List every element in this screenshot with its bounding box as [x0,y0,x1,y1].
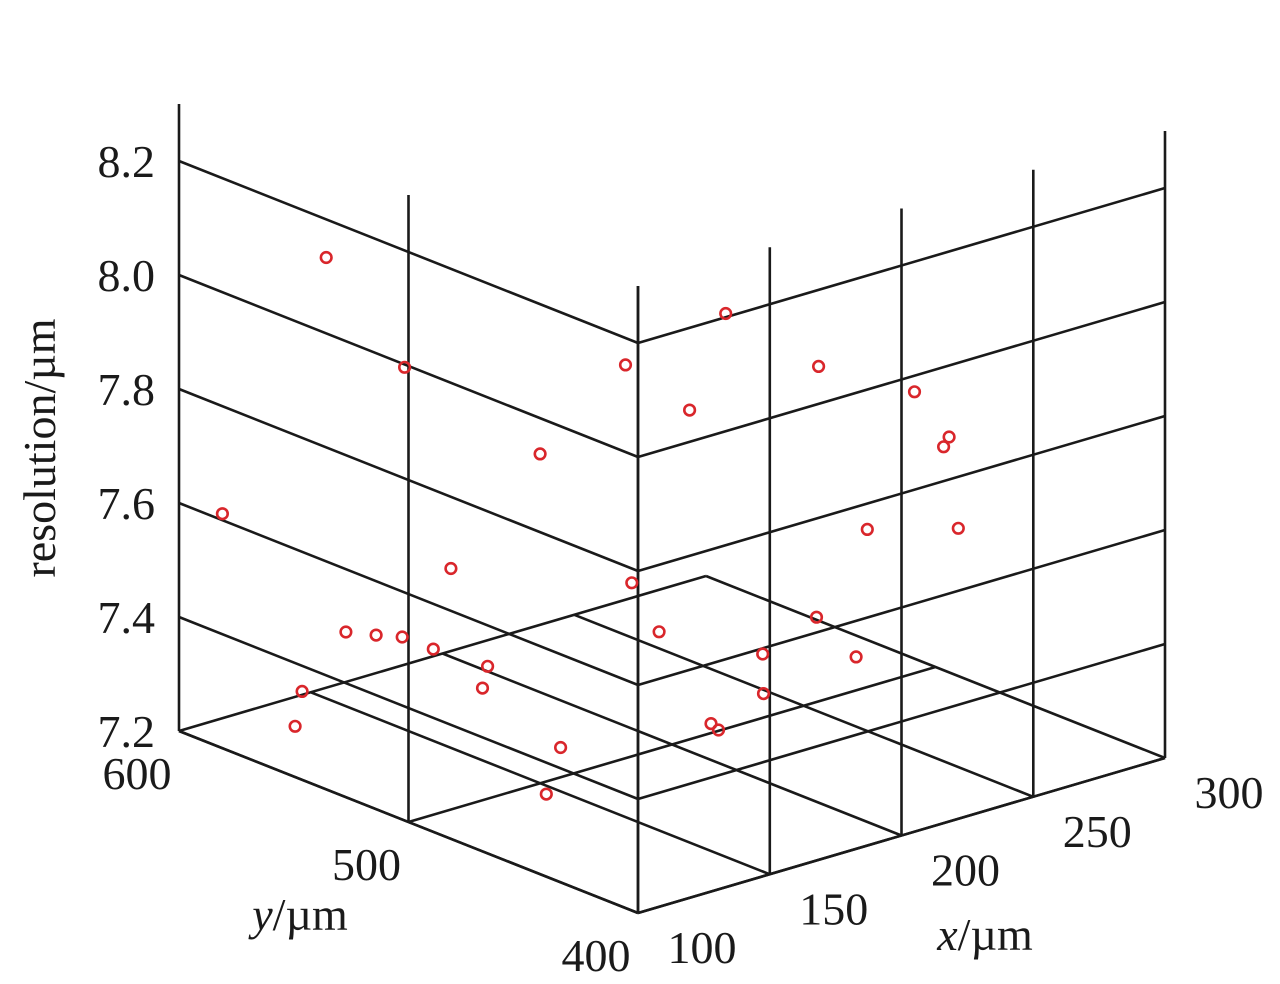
x-tick-label: 150 [799,883,868,934]
x-axis-variable: x [936,909,958,960]
data-point [652,625,666,639]
y-tick-label: 600 [103,748,172,799]
floor-grid-line-y [178,574,707,733]
grid-lines [177,104,1167,915]
data-point [319,250,333,265]
left-wall-horizontal-line [178,159,639,345]
data-point [539,787,553,801]
x-tick-label: 200 [931,845,1000,896]
tick-labels: 7.2 7.4 7.6 7.8 8.0 8.2 400 500 600 100 150 200 250 3… [98,136,1264,981]
left-wall-horizontal-line [178,501,639,687]
y-axis-unit: /µm [273,889,348,940]
data-point [618,358,633,372]
z-tick-label: 8.0 [98,250,156,301]
data-point [756,647,770,661]
data-point [682,403,697,417]
data-point [625,576,639,590]
data-point [295,684,309,699]
data-point [398,360,412,374]
data-point [704,716,718,731]
z-tick-label: 7.4 [98,592,156,643]
data-point [481,659,495,673]
z-axis-title: resolution/µm [14,318,65,577]
data-point [215,507,229,521]
x-tick-label: 300 [1195,767,1264,818]
data-point [849,650,863,664]
y-tick-label: 400 [562,930,631,981]
floor-grid-line-y [408,665,936,824]
x-axis-unit: /µm [958,909,1033,960]
data-point [475,681,490,695]
data-points [215,250,965,801]
data-point [395,630,409,644]
data-point [756,686,771,701]
z-tick-label: 8.2 [98,136,156,187]
left-wall-horizontal-line [178,615,639,801]
right-wall-horizontal-line [637,414,1166,573]
y-axis-variable: y [248,889,273,940]
left-wall-horizontal-line [178,729,639,915]
z-tick-label: 7.6 [98,478,156,529]
x-tick-label: 100 [668,922,737,973]
data-point [533,447,547,461]
right-wall-horizontal-line [637,528,1166,687]
x-axis-title: x/µm [936,909,1033,960]
data-point [936,440,951,454]
data-point [860,522,874,537]
left-wall-horizontal-line [178,387,639,573]
data-point [942,430,956,444]
data-point [339,625,353,639]
data-point [951,521,965,535]
data-point [719,306,733,321]
data-point [553,740,568,755]
data-point [369,628,383,642]
data-point [444,561,458,576]
x-tick-label: 250 [1063,806,1132,857]
data-point [809,610,824,624]
y-tick-label: 500 [332,839,401,890]
data-point [711,723,726,737]
data-point [288,719,302,733]
right-wall-horizontal-line [637,756,1166,915]
right-wall-horizontal-line [637,300,1166,459]
z-tick-label: 7.2 [98,706,156,757]
data-point [811,359,826,374]
right-wall-horizontal-line [637,642,1166,801]
y-axis-title: y/µm [248,889,348,940]
z-tick-label: 7.8 [98,364,156,415]
data-point [426,642,440,656]
right-wall-horizontal-line [637,186,1166,345]
data-point [907,385,922,399]
